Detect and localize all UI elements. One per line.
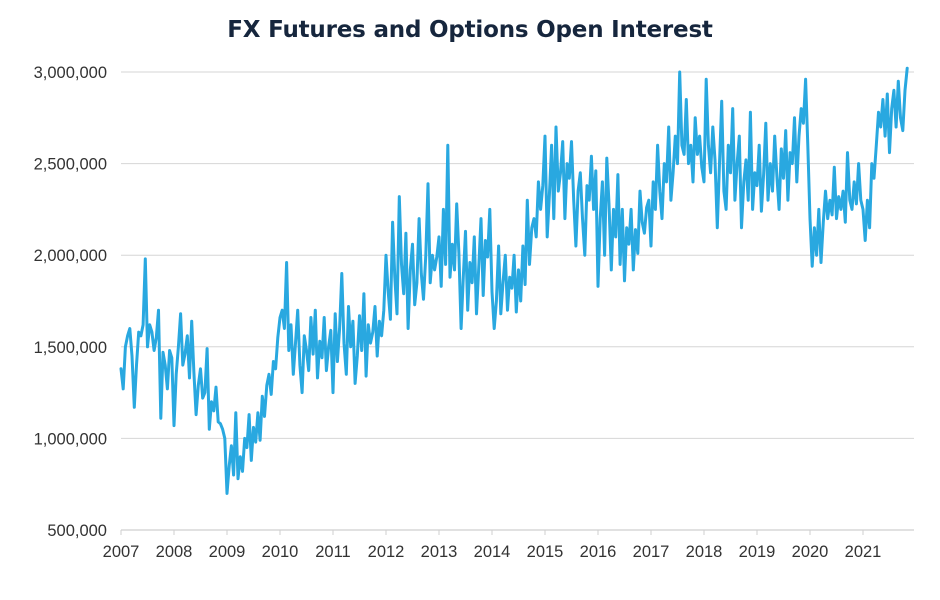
chart-title: FX Futures and Options Open Interest (227, 17, 713, 43)
x-tick-label: 2014 (474, 543, 511, 561)
x-tick-label: 2009 (209, 543, 246, 561)
x-tick-label: 2019 (739, 543, 776, 561)
series-group (119, 66, 909, 495)
x-tick-label: 2012 (368, 543, 405, 561)
x-tick-label: 2008 (156, 543, 193, 561)
x-tick-label: 2013 (421, 543, 458, 561)
x-axis: 2007 2008 2009 2010 2011 2012 2013 2014 2015 2016… (103, 529, 914, 561)
x-tick-label: 2016 (580, 543, 617, 561)
y-tick-label: 3,000,000 (34, 64, 107, 82)
y-tick-label: 500,000 (47, 522, 107, 540)
x-tick-label: 2007 (103, 543, 140, 561)
y-tick-label: 2,500,000 (34, 156, 107, 174)
y-tick-label: 1,500,000 (34, 339, 107, 357)
x-tick-label: 2010 (262, 543, 299, 561)
series-line (119, 66, 909, 495)
x-tick-label: 2020 (792, 543, 829, 561)
x-tick-label: 2017 (633, 543, 670, 561)
y-tick-label: 1,000,000 (34, 430, 107, 448)
x-tick-label: 2018 (686, 543, 723, 561)
x-tick-label: 2021 (845, 543, 882, 561)
y-axis: 500,000 1,000,000 1,500,000 2,000,000 2,500,… (34, 64, 107, 540)
x-tick-label: 2015 (527, 543, 564, 561)
x-tick-label: 2011 (315, 543, 350, 561)
y-tick-label: 2,000,000 (34, 247, 107, 265)
